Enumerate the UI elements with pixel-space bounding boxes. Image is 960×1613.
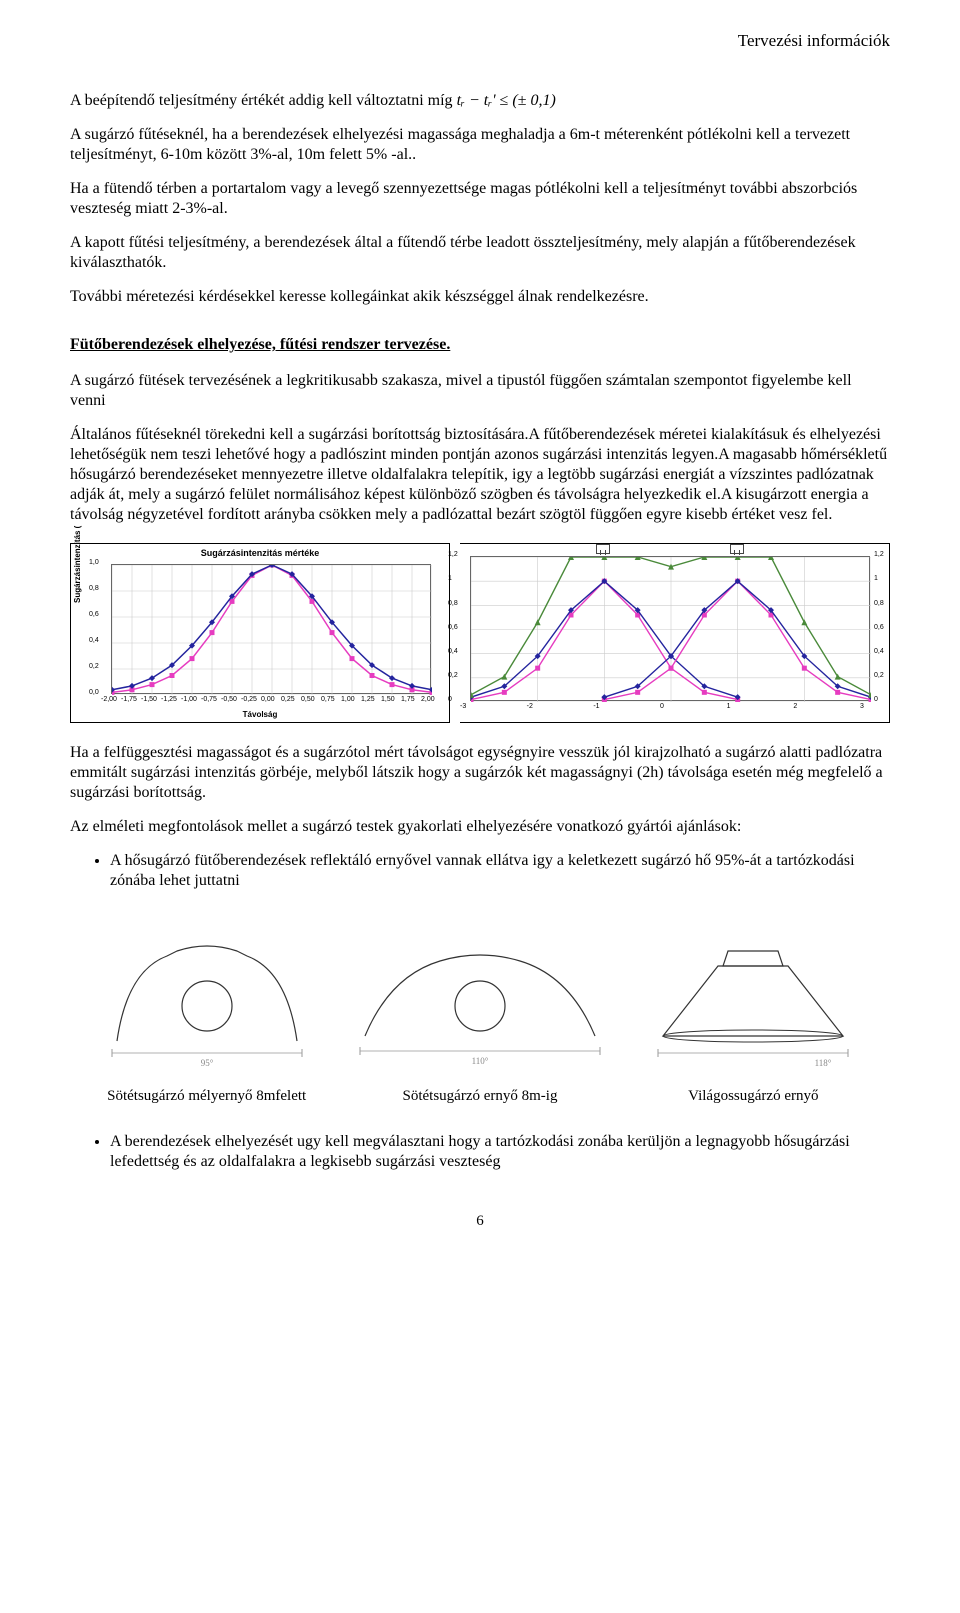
xtick-label: -2,00 — [101, 696, 117, 705]
bullet-list-1: A hősugárzó fütőberendezések reflektáló … — [110, 851, 890, 891]
caption-3: Világossugárzó ernyő — [617, 1087, 890, 1106]
ytick-label-right: 1,2 — [874, 551, 884, 560]
bullet-item-2: A berendezések elhelyezését ugy kell meg… — [110, 1132, 890, 1172]
xtick-label: -3 — [460, 703, 466, 712]
bullet-list-2: A berendezések elhelyezését ugy kell meg… — [110, 1132, 890, 1172]
ytick-label: 1,2 — [448, 551, 458, 560]
ytick-label: 0,2 — [89, 663, 99, 672]
section-title: Fütőberendezések elhelyezése, fűtési ren… — [70, 335, 890, 355]
xtick-label: 2,00 — [421, 696, 435, 705]
heater-icon — [596, 544, 610, 554]
ytick-label-right: 0 — [874, 696, 878, 705]
ytick-label-right: 0,6 — [874, 624, 884, 633]
ytick-label: 0,8 — [89, 585, 99, 594]
xtick-label: 0,75 — [321, 696, 335, 705]
ytick-label: 0 — [448, 696, 452, 705]
intro-p4: További méretezési kérdésekkel keresse k… — [70, 287, 890, 307]
ytick-label: 1 — [448, 575, 452, 584]
ytick-label: 0,4 — [448, 648, 458, 657]
xtick-label: -1,75 — [121, 696, 137, 705]
after-charts-p1: Ha a felfüggesztési magasságot és a sugá… — [70, 743, 890, 803]
diagram2-angle-text: 110° — [472, 1056, 489, 1066]
page-header: Tervezési információk — [70, 30, 890, 51]
ytick-label: 0,6 — [89, 611, 99, 620]
xtick-label: -0,25 — [241, 696, 257, 705]
xtick-label: -1,25 — [161, 696, 177, 705]
diagram1-angle-text: 95° — [200, 1058, 213, 1068]
xtick-label: 1,75 — [401, 696, 415, 705]
xtick-label: 0,50 — [301, 696, 315, 705]
diagram-standard-reflector: 110° — [343, 921, 616, 1077]
chart-intensity-single: Sugárzásintenzitás mértéke Sugárzásinten… — [70, 543, 450, 723]
xtick-label: -2 — [527, 703, 533, 712]
xtick-label: -1,00 — [181, 696, 197, 705]
chart1-title: Sugárzásintenzitás mértéke — [71, 548, 449, 559]
xtick-label: 1,00 — [341, 696, 355, 705]
intro-p2: Ha a fütendő térben a portartalom vagy a… — [70, 179, 890, 219]
xtick-label: 2 — [793, 703, 797, 712]
caption-2: Sötétsugárzó ernyő 8m-ig — [343, 1087, 616, 1106]
xtick-label: 0,00 — [261, 696, 275, 705]
intro-p1: A sugárzó fűtéseknél, ha a berendezések … — [70, 125, 890, 165]
diagram-deep-reflector: 95° — [70, 921, 343, 1077]
charts-row: Sugárzásintenzitás mértéke Sugárzásinten… — [70, 543, 890, 723]
chart1-xlabel: Távolság — [71, 710, 449, 720]
diagram-light-reflector: 118° — [617, 921, 890, 1077]
ytick-label-right: 0,2 — [874, 672, 884, 681]
chart1-plot-area — [111, 564, 431, 694]
xtick-label: 1,25 — [361, 696, 375, 705]
chart2-plot-area — [470, 556, 870, 701]
xtick-label: 0 — [660, 703, 664, 712]
chart2-svg — [471, 557, 871, 702]
formula-prefix: A beépítendő teljesítmény értékét addig … — [70, 92, 457, 109]
captions-row: Sötétsugárzó mélyernyő 8mfelett Sötétsug… — [70, 1087, 890, 1106]
after-charts-p2: Az elméleti megfontolások mellet a sugár… — [70, 817, 890, 837]
ytick-label-right: 0,8 — [874, 600, 884, 609]
ytick-label: 0,6 — [448, 624, 458, 633]
ytick-label: 0,2 — [448, 672, 458, 681]
ytick-label: 1,0 — [89, 559, 99, 568]
diagram3-angle-text: 118° — [815, 1058, 832, 1068]
chart1-ylabel: Sugárzásintenzitás ( — [73, 526, 83, 603]
xtick-label: 1,50 — [381, 696, 395, 705]
bullet-item-1: A hősugárzó fütőberendezések reflektáló … — [110, 851, 890, 891]
section-p1: A sugárzó fütések tervezésének a legkrit… — [70, 371, 890, 411]
xtick-label: 1 — [727, 703, 731, 712]
chart-intensity-double: 00,20,40,60,811,2-3-2-1012300,20,40,60,8… — [460, 543, 890, 723]
xtick-label: -0,75 — [201, 696, 217, 705]
ytick-label-right: 1 — [874, 575, 878, 584]
formula-paragraph: A beépítendő teljesítmény értékét addig … — [70, 91, 890, 111]
chart1-svg — [112, 565, 432, 695]
intro-p3: A kapott fűtési teljesítmény, a berendez… — [70, 233, 890, 273]
ytick-label: 0,4 — [89, 637, 99, 646]
diagrams-row: 95° 110° 118° — [70, 921, 890, 1077]
caption-1: Sötétsugárzó mélyernyő 8mfelett — [70, 1087, 343, 1106]
xtick-label: -1,50 — [141, 696, 157, 705]
xtick-label: -1 — [593, 703, 599, 712]
section-p2: Általános fűtéseknél törekedni kell a su… — [70, 425, 890, 525]
xtick-label: 0,25 — [281, 696, 295, 705]
heater-icon — [730, 544, 744, 554]
xtick-label: 3 — [860, 703, 864, 712]
page-number: 6 — [70, 1212, 890, 1231]
ytick-label-right: 0,4 — [874, 648, 884, 657]
ytick-label: 0,0 — [89, 689, 99, 698]
xtick-label: -0,50 — [221, 696, 237, 705]
formula-expression: tᵣ − tᵣ' ≤ (± 0,1) — [457, 92, 556, 109]
ytick-label: 0,8 — [448, 600, 458, 609]
